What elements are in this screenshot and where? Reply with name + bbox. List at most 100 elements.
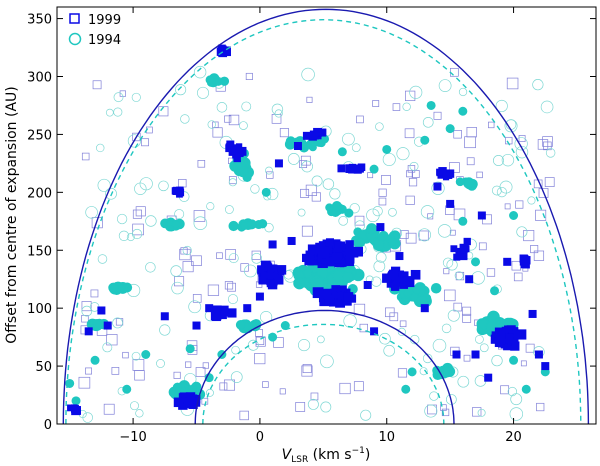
y-tick-label: 200	[27, 186, 52, 201]
point-1994-faint	[247, 339, 259, 351]
point-1994	[90, 355, 100, 365]
point-1999	[173, 397, 184, 408]
point-1994-faint	[116, 213, 128, 225]
point-1999	[436, 168, 443, 176]
point-1999-faint	[462, 313, 472, 323]
point-1999	[318, 128, 327, 137]
point-1999-faint	[311, 192, 321, 202]
point-1994	[280, 321, 290, 331]
x-axis-label: VLSR (km s−1)	[282, 446, 371, 465]
point-1994-faint	[351, 143, 361, 153]
point-1994-faint	[343, 314, 357, 328]
point-1999-faint	[90, 289, 99, 298]
point-1994-faint	[491, 185, 502, 196]
point-1999-faint	[513, 272, 523, 282]
point-1994-faint	[540, 100, 554, 114]
point-1994-faint	[471, 271, 485, 285]
point-1994-faint	[388, 207, 397, 217]
point-1999-faint	[271, 114, 282, 124]
point-1994-faint	[496, 186, 508, 198]
point-1994-faint	[105, 187, 117, 200]
point-1999	[402, 276, 413, 286]
point-1994-faint	[102, 342, 113, 353]
point-1999-faint	[132, 132, 141, 142]
x-tick-label: 20	[505, 430, 522, 445]
point-1994-faint	[458, 87, 468, 97]
point-1999-faint	[135, 206, 146, 217]
point-1994-faint	[301, 67, 315, 82]
plot-frame	[56, 6, 597, 425]
point-1999	[503, 257, 512, 266]
point-1999-faint	[466, 157, 475, 166]
point-1999	[395, 252, 404, 261]
legend-marker-1999	[69, 13, 80, 24]
point-1994-faint	[311, 175, 323, 187]
x-tick-label: −10	[119, 430, 146, 445]
point-1994-faint	[510, 393, 523, 406]
y-tick-label: 350	[27, 13, 52, 28]
point-1994-faint	[441, 323, 452, 334]
point-1994-faint	[429, 391, 439, 401]
point-1999	[356, 165, 364, 173]
point-1999-faint	[378, 188, 387, 197]
point-1994	[108, 282, 119, 293]
point-1994-faint	[112, 317, 123, 329]
point-1999	[324, 256, 335, 267]
point-1994	[455, 177, 465, 187]
point-1999-faint	[450, 67, 459, 77]
point-1999-faint	[500, 385, 510, 395]
point-1999-faint	[449, 162, 460, 173]
point-1999-faint	[397, 368, 408, 378]
point-1994-faint	[307, 398, 319, 410]
legend-marker-1994	[68, 32, 82, 46]
point-1994-faint	[196, 86, 210, 99]
point-1999-faint	[85, 367, 93, 375]
point-1994-faint	[454, 271, 464, 281]
point-1999	[345, 255, 355, 264]
point-1994-faint	[97, 254, 108, 264]
point-1994-faint	[174, 209, 185, 220]
point-1994-faint	[316, 335, 325, 344]
point-1999	[222, 46, 231, 55]
curve-outer-solid	[62, 8, 590, 424]
point-1994-faint	[81, 305, 93, 317]
point-1994	[337, 147, 347, 157]
y-axis: 0 50 100 150 200 250 300 350	[27, 13, 596, 433]
point-1994-faint	[131, 92, 141, 102]
point-1999	[461, 246, 468, 254]
legend-label-1994: 1994	[88, 33, 121, 48]
point-1999-faint	[405, 90, 416, 102]
point-1999-faint	[306, 96, 313, 103]
point-1999	[541, 362, 550, 371]
point-1994	[369, 164, 379, 174]
point-1994-faint	[432, 338, 447, 353]
point-1999-faint	[520, 360, 527, 367]
point-1999	[452, 350, 461, 359]
point-1999-faint	[245, 72, 253, 81]
point-1999-faint	[372, 100, 380, 107]
point-1994-faint	[379, 332, 391, 345]
point-1999	[477, 211, 486, 220]
point-1999	[528, 309, 537, 318]
point-1994-faint	[402, 102, 411, 111]
point-1994-faint	[527, 196, 536, 205]
point-1999-faint	[440, 404, 447, 411]
point-1999-faint	[310, 392, 319, 401]
point-1999	[420, 304, 429, 313]
x-tick-label: 0	[256, 430, 264, 445]
point-1999	[433, 182, 442, 191]
point-1994	[458, 106, 468, 116]
point-1994-faint	[475, 335, 484, 344]
point-1999	[334, 241, 346, 252]
point-1999	[225, 143, 233, 150]
point-1994	[463, 178, 474, 189]
point-1994-faint	[322, 178, 335, 190]
point-1994-faint	[227, 294, 238, 305]
point-1994-faint	[156, 359, 165, 368]
point-1994-faint	[250, 184, 260, 194]
point-1999	[343, 292, 354, 302]
point-1999-faint	[132, 223, 144, 236]
point-1999-faint	[381, 175, 391, 185]
point-1999-faint	[535, 209, 547, 221]
point-1994	[293, 277, 306, 290]
